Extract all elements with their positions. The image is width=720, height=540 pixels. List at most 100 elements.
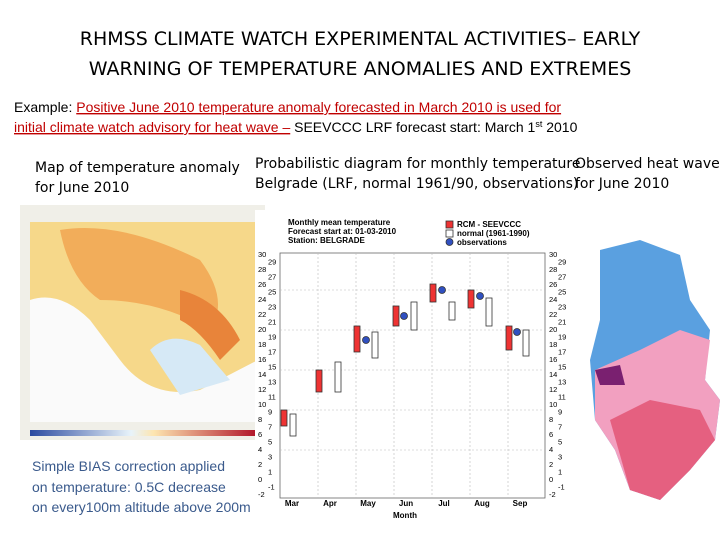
- title: RHMSS CLIMATE WATCH EXPERIMENTAL ACTIVIT…: [80, 28, 641, 50]
- tick-label: 11: [268, 393, 276, 402]
- tick-label: 24: [549, 295, 557, 304]
- tick-label: 26: [549, 280, 557, 289]
- tick-label: 25: [268, 288, 276, 297]
- boxes: [280, 220, 530, 437]
- intro: Example: Positive June 2010 temperature …: [14, 99, 561, 115]
- tick-label: 7: [268, 423, 272, 432]
- tick-label: 0: [258, 475, 262, 484]
- tick-label: 5: [268, 438, 272, 447]
- tick-label: 20: [258, 325, 266, 334]
- intro-label: Example:: [14, 99, 76, 115]
- tick-label: 21: [268, 318, 276, 327]
- tick-label: 2: [549, 460, 553, 469]
- intro-rest: SEEVCCC LRF forecast start: March 1: [290, 119, 535, 135]
- caption: Belgrade (LRF, normal 1961/90, observati…: [255, 176, 578, 192]
- tick-label: 14: [258, 370, 266, 379]
- figure-title: Station: BELGRADE: [288, 236, 366, 245]
- tick-label: 12: [258, 385, 266, 394]
- tick-label: 9: [268, 408, 272, 417]
- tick-label: 27: [558, 273, 566, 282]
- tick-label: 7: [558, 423, 562, 432]
- note-line: Simple BIAS correction applied: [32, 458, 225, 474]
- month-label: Jun: [399, 499, 413, 508]
- tick-label: 29: [268, 258, 276, 267]
- tick-label: 4: [258, 445, 262, 454]
- tick-label: 21: [558, 318, 566, 327]
- tick-label: -1: [268, 483, 275, 492]
- intro-end: 2010: [542, 119, 577, 135]
- tick-label: 3: [268, 453, 272, 462]
- tick-label: 29: [558, 258, 566, 267]
- month-label: Aug: [474, 499, 490, 508]
- tick-label: -2: [549, 490, 556, 499]
- caption: Map of temperature anomaly: [35, 160, 240, 176]
- note-line: on temperature: 0.5C decrease: [32, 479, 226, 495]
- anomaly-map: [20, 205, 265, 440]
- tick-label: 22: [549, 310, 557, 319]
- intro: initial climate watch advisory for heat …: [14, 119, 578, 135]
- note: Simple BIAS correction applied on temper…: [32, 458, 251, 515]
- tick-label: 26: [258, 280, 266, 289]
- note-line: on every100m altitude above 200m: [32, 499, 251, 515]
- tick-label: 9: [558, 408, 562, 417]
- tick-label: 11: [558, 393, 566, 402]
- caption: for June 2010: [35, 180, 129, 196]
- tick-label: 6: [549, 430, 553, 439]
- tick-label: 10: [258, 400, 266, 409]
- month-label: Mar: [285, 499, 299, 508]
- tick-label: -2: [258, 490, 265, 499]
- tick-label: 28: [549, 265, 557, 274]
- tick-label: 24: [258, 295, 266, 304]
- caption: for June 2010: [575, 176, 669, 192]
- month-label: Apr: [323, 499, 337, 508]
- tick-label: 10: [549, 400, 557, 409]
- tick-label: 28: [258, 265, 266, 274]
- tick-label: 18: [549, 340, 557, 349]
- tick-label: 4: [549, 445, 553, 454]
- tick-label: 14: [549, 370, 557, 379]
- tick-label: 3: [558, 453, 562, 462]
- tick-label: 0: [549, 475, 553, 484]
- axis-label: Month: [393, 511, 417, 520]
- month-label: Sep: [513, 499, 528, 508]
- caption: Probabilistic diagram for monthly temper…: [255, 156, 580, 172]
- tick-label: 19: [268, 333, 276, 342]
- tick-label: 8: [258, 415, 262, 424]
- tick-label: 27: [268, 273, 276, 282]
- legend-label: RCM - SEEVCCC: [457, 220, 521, 229]
- tick-label: 19: [558, 333, 566, 342]
- tick-label: 25: [558, 288, 566, 297]
- tick-label: 13: [268, 378, 276, 387]
- title: WARNING OF TEMPERATURE ANOMALIES AND EXT…: [89, 58, 632, 80]
- tick-label: 15: [558, 363, 566, 372]
- tick-label: 1: [268, 468, 272, 477]
- tick-label: 16: [549, 355, 557, 364]
- month-label: Jul: [438, 499, 450, 508]
- tick-label: 5: [558, 438, 562, 447]
- tick-label: 16: [258, 355, 266, 364]
- tick-label: 13: [558, 378, 566, 387]
- caption: Observed heat wave: [575, 156, 720, 172]
- intro-sup: st: [535, 119, 543, 129]
- observed-map: [590, 240, 720, 500]
- tick-label: 17: [268, 348, 276, 357]
- tick-label: 23: [268, 303, 276, 312]
- tick-label: -1: [558, 483, 565, 492]
- tick-label: 8: [549, 415, 553, 424]
- tick-label: 20: [549, 325, 557, 334]
- legend-label: observations: [457, 238, 507, 247]
- tick-label: 17: [558, 348, 566, 357]
- tick-label: 6: [258, 430, 262, 439]
- tick-label: 12: [549, 385, 557, 394]
- tick-label: 30: [258, 250, 266, 259]
- tick-label: 18: [258, 340, 266, 349]
- tick-label: 1: [558, 468, 562, 477]
- figure-title: Monthly mean temperature: [288, 218, 391, 227]
- legend-label: normal (1961-1990): [457, 229, 530, 238]
- tick-label: 22: [258, 310, 266, 319]
- tick-label: 30: [549, 250, 557, 259]
- tick-label: 15: [268, 363, 276, 372]
- intro-highlight: initial climate watch advisory for heat …: [14, 119, 290, 135]
